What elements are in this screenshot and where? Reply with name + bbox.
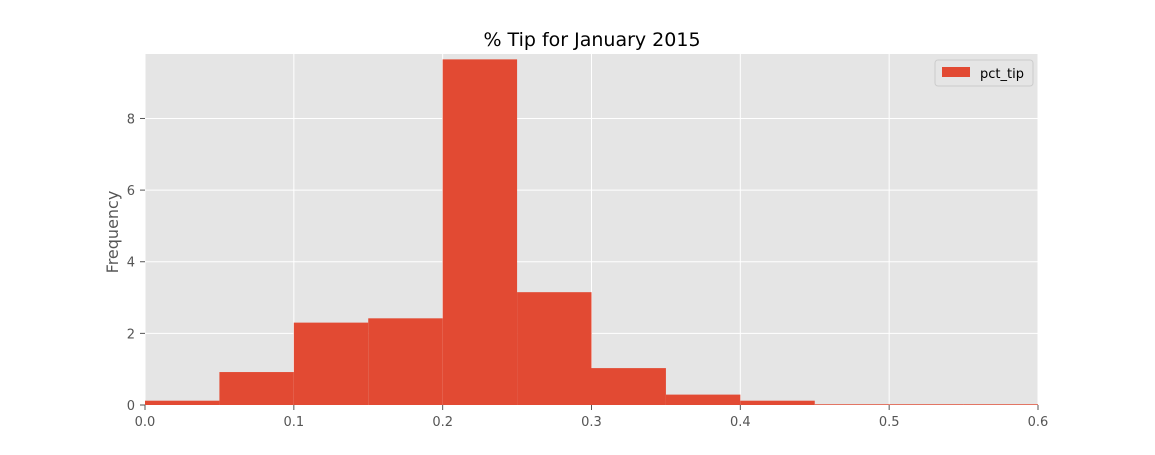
histogram-bar: [293, 322, 369, 405]
histogram-bar: [889, 404, 964, 405]
x-tick-label: 0.1: [283, 415, 304, 430]
chart-title: % Tip for January 2015: [483, 29, 700, 51]
y-tick-label: 4: [127, 256, 135, 271]
x-tick-label: 0.5: [879, 415, 900, 430]
histogram-bar: [591, 368, 666, 405]
histogram-bar: [740, 400, 815, 405]
x-tick-label: 0.2: [432, 415, 453, 430]
y-tick-label: 0: [127, 399, 135, 414]
legend-swatch: [942, 67, 970, 77]
x-tick-label: 0.4: [730, 415, 751, 430]
x-tick-label: 0.3: [581, 415, 602, 430]
y-tick-label: 2: [127, 327, 135, 342]
y-tick-label: 8: [127, 112, 135, 127]
histogram-bar: [963, 404, 1038, 405]
y-axis-title: Frequency: [103, 191, 122, 274]
x-axis-ticks: 0.0 0.1 0.2 0.3 0.4 0.5 0.6: [135, 405, 1049, 430]
histogram-bar: [368, 318, 443, 405]
bars: [145, 59, 1038, 406]
y-axis-ticks: 0 2 4 6 8: [127, 112, 145, 414]
legend-box: [934, 59, 1034, 87]
histogram-bar: [814, 404, 890, 405]
histogram-bar: [219, 372, 294, 405]
histogram-bar: [442, 59, 518, 406]
histogram-bar: [665, 394, 741, 405]
x-tick-label: 0.6: [1028, 415, 1049, 430]
legend: pct_tip: [934, 59, 1034, 87]
y-tick-label: 6: [127, 184, 135, 199]
x-tick-label: 0.0: [135, 415, 156, 430]
histogram-bar: [145, 400, 220, 405]
legend-label-pct-tip: pct_tip: [980, 67, 1024, 82]
histogram-bar: [517, 292, 592, 405]
